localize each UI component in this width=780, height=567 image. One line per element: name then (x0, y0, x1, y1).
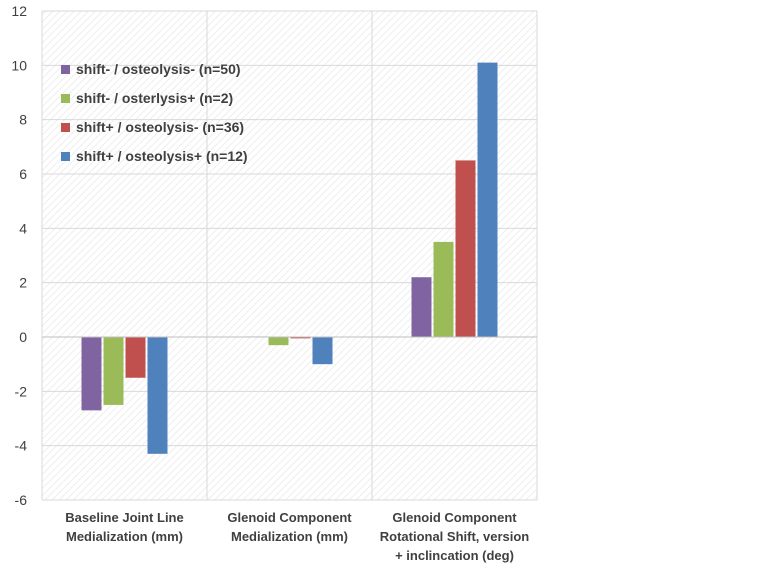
y-tick-label: 6 (19, 166, 27, 182)
legend-entry-label: shift- / osteolysis- (n=50) (76, 61, 241, 77)
y-tick-label: 8 (19, 112, 27, 128)
legend-swatch (61, 152, 70, 161)
gridlines (42, 10, 537, 501)
y-tick-label: 2 (19, 275, 27, 291)
x-category-label: Medialization (mm) (66, 529, 183, 544)
y-tick-label: 4 (19, 220, 27, 236)
x-category-label: Baseline Joint Line (65, 510, 183, 525)
x-category-label: Glenoid Component (392, 510, 517, 525)
x-category-label: Medialization (mm) (231, 529, 348, 544)
y-tick-label: -2 (15, 383, 28, 399)
bar (125, 337, 146, 378)
bar (455, 160, 476, 337)
legend: shift- / osteolysis- (n=50) shift- / oste… (61, 61, 248, 164)
bars (81, 62, 498, 454)
y-axis-tick-labels: -6 -4 -2 0 2 4 6 8 10 12 (11, 3, 27, 508)
x-category-label: Glenoid Component (227, 510, 352, 525)
legend-swatch (61, 65, 70, 74)
legend-entry-label: shift+ / osteolysis- (n=36) (76, 119, 244, 135)
legend-entry-label: shift- / osterlysis+ (n=2) (76, 90, 233, 106)
bar (290, 337, 311, 339)
bar (103, 337, 124, 405)
x-axis-category-labels: Baseline Joint Line Medialization (mm) Gle… (65, 510, 529, 563)
plot-area-background (42, 11, 537, 500)
bar (312, 337, 333, 365)
x-category-label: + inclincation (deg) (395, 548, 514, 563)
y-tick-label: 10 (11, 57, 27, 73)
bar (268, 337, 289, 346)
bar (477, 62, 498, 337)
y-tick-label: 0 (19, 329, 27, 345)
y-tick-label: -6 (15, 492, 28, 508)
legend-swatch (61, 94, 70, 103)
bar (81, 337, 102, 411)
category-separators (41, 11, 538, 500)
legend-entry-label: shift+ / osteolysis+ (n=12) (76, 148, 248, 164)
bar (147, 337, 168, 454)
x-category-label: Rotational Shift, version (380, 529, 530, 544)
bar (411, 277, 432, 337)
legend-swatch (61, 123, 70, 132)
y-tick-label: 12 (11, 3, 27, 19)
y-tick-label: -4 (15, 438, 28, 454)
bar (433, 241, 454, 337)
